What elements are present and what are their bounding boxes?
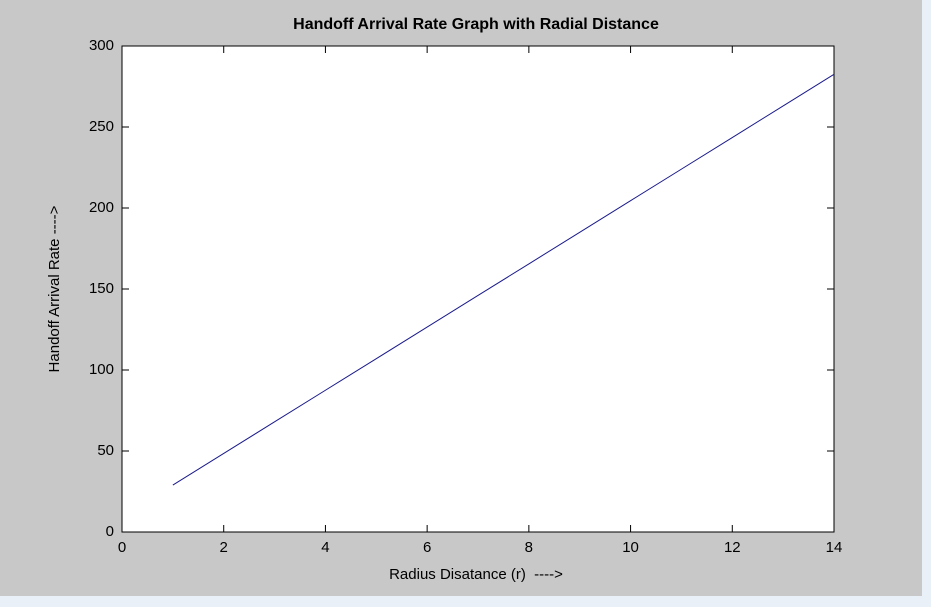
plot-area xyxy=(121,45,835,533)
x-tick-label: 10 xyxy=(622,539,639,556)
y-tick-label: 50 xyxy=(97,442,114,459)
data-line xyxy=(172,73,835,486)
x-tick-label: 6 xyxy=(423,539,431,556)
chart-title: Handoff Arrival Rate Graph with Radial D… xyxy=(293,16,659,33)
y-axis-label: Handoff Arrival Rate ----> xyxy=(46,205,63,372)
y-tick-label: 100 xyxy=(89,361,114,378)
y-tick-label: 0 xyxy=(106,523,114,540)
x-tick-label: 0 xyxy=(118,539,126,556)
x-axis-label: Radius Disatance (r) ----> xyxy=(389,566,563,583)
x-tick-label: 8 xyxy=(525,539,533,556)
x-tick-label: 12 xyxy=(724,539,741,556)
x-tick-label: 4 xyxy=(321,539,329,556)
y-tick-label: 150 xyxy=(89,280,114,297)
x-tick-label: 14 xyxy=(826,539,843,556)
y-tick-label: 200 xyxy=(89,199,114,216)
y-tick-label: 300 xyxy=(89,37,114,54)
x-tick-label: 2 xyxy=(220,539,228,556)
y-tick-label: 250 xyxy=(89,118,114,135)
